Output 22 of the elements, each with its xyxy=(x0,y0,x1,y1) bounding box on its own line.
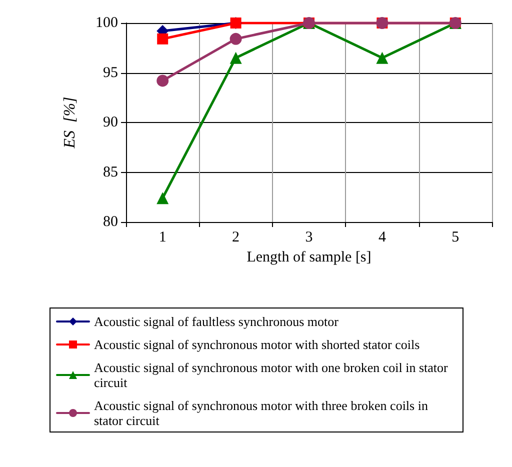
y-tick-label: 95 xyxy=(103,64,118,81)
x-tick-label: 4 xyxy=(378,230,386,246)
point xyxy=(156,192,169,204)
y-tick-label: 80 xyxy=(103,214,118,230)
point xyxy=(157,33,168,44)
legend-label: Acoustic signal of synchronous motor with shorted stator coils xyxy=(94,337,420,352)
legend-label: Acoustic signal of synchronous motor with three broken coils in stator circuit xyxy=(94,398,432,428)
legend-label: Acoustic signal of faultless synchronous motor xyxy=(94,314,340,329)
point xyxy=(156,74,169,87)
legend-label: Acoustic signal of synchronous motor with one broken coil in stator circuit xyxy=(94,360,452,390)
y-tick-label: 85 xyxy=(103,164,118,180)
y-tick-label: 90 xyxy=(103,114,118,130)
x-tick-label: 5 xyxy=(452,230,460,246)
x-tick-label: 1 xyxy=(158,230,166,246)
x-axis-title: Length of sample [s] xyxy=(246,250,372,266)
x-tick-label: 2 xyxy=(232,230,240,246)
point xyxy=(376,52,388,64)
point xyxy=(230,52,242,64)
y-tick-label: 100 xyxy=(96,15,118,31)
point xyxy=(230,32,242,45)
x-tick-label: 3 xyxy=(305,230,313,246)
y-axis-title: ES [%] xyxy=(62,96,78,150)
